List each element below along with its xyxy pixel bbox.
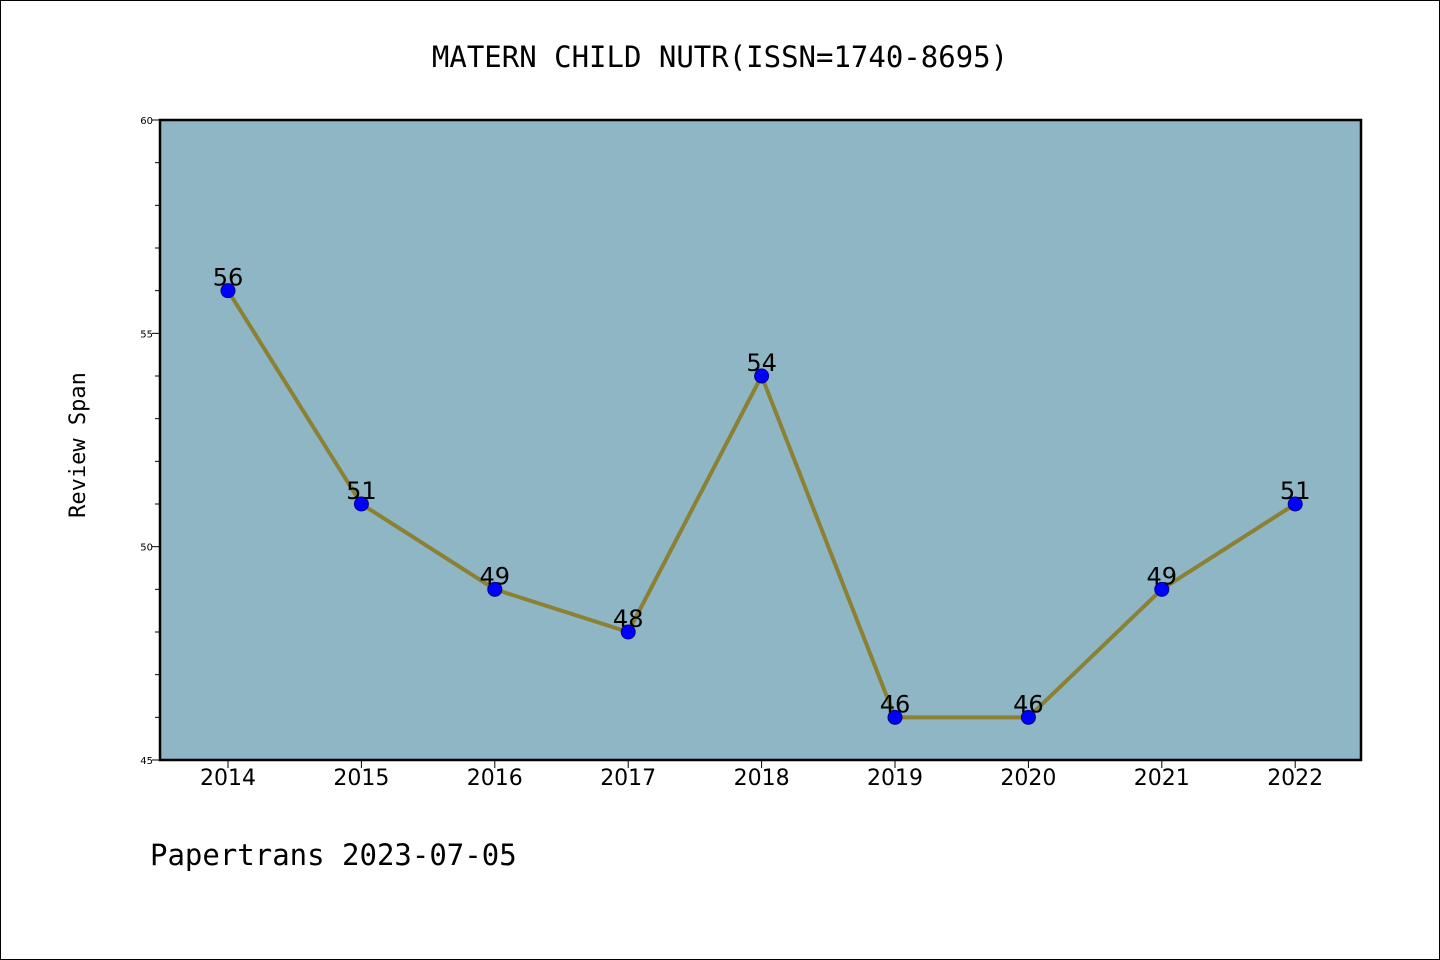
data-label: 51 [346,477,377,505]
x-tick-label: 2021 [1134,766,1190,791]
y-axis-label: Review Span [66,372,91,518]
chart-title: MATERN CHILD NUTR(ISSN=1740-8695) [432,40,1008,74]
data-label: 54 [746,349,777,377]
x-tick-label: 2019 [867,766,923,791]
x-tick-label: 2018 [734,766,790,791]
data-point-marker [487,581,503,597]
x-tick-label: 2015 [333,766,389,791]
y-tick-label: 45 [140,756,153,767]
data-point-marker [1020,709,1036,725]
data-label: 48 [613,605,644,633]
x-axis-ticks: 2014 2015 2016 2017 2018 2019 2020 2021 2022 [200,760,1323,791]
y-tick-label: 50 [140,543,153,554]
x-tick-label: 2020 [1000,766,1056,791]
data-point-marker [220,283,236,299]
data-point-marker [887,709,903,725]
y-tick-label: 55 [140,329,153,340]
data-label-layer: 56 51 49 48 54 46 46 49 51 [213,264,1311,719]
data-label: 56 [213,264,244,292]
data-point-marker [1154,581,1170,597]
y-tick-label: 60 [140,116,153,127]
data-label: 49 [1147,562,1178,590]
data-label: 46 [1013,690,1044,718]
y-axis-ticks: 45 50 55 60 [140,116,160,767]
data-label: 51 [1280,477,1311,505]
x-tick-label: 2022 [1267,766,1323,791]
x-tick-label: 2014 [200,766,256,791]
x-tick-label: 2017 [600,766,656,791]
plot-area [158,118,1363,762]
data-point-marker [620,624,636,640]
footer-credit: Papertrans 2023-07-05 [150,838,517,872]
data-label: 46 [880,690,911,718]
data-point-marker [1287,496,1303,512]
series-layer [220,283,1303,725]
data-label: 49 [480,562,511,590]
data-point-marker [353,496,369,512]
x-tick-label: 2016 [467,766,523,791]
data-point-marker [754,368,770,384]
